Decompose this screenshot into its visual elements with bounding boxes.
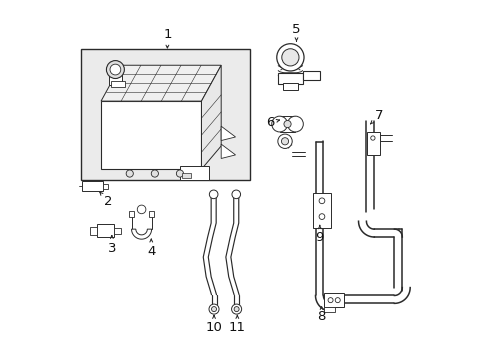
Circle shape xyxy=(211,307,216,312)
Circle shape xyxy=(327,298,332,303)
Circle shape xyxy=(281,138,288,145)
Bar xyxy=(324,293,343,307)
Polygon shape xyxy=(101,65,221,101)
Circle shape xyxy=(231,304,241,314)
Bar xyxy=(81,49,249,180)
Circle shape xyxy=(106,60,124,78)
Text: 5: 5 xyxy=(292,23,300,36)
Circle shape xyxy=(126,170,133,177)
Circle shape xyxy=(231,190,240,199)
Circle shape xyxy=(370,136,374,140)
Circle shape xyxy=(277,134,292,148)
Text: 10: 10 xyxy=(205,321,222,334)
Bar xyxy=(103,184,107,189)
Text: 2: 2 xyxy=(104,195,112,208)
Polygon shape xyxy=(221,144,235,158)
Bar xyxy=(149,211,153,217)
Text: 7: 7 xyxy=(374,109,383,122)
Text: 4: 4 xyxy=(147,245,155,258)
Bar xyxy=(111,81,125,87)
Circle shape xyxy=(281,49,298,66)
Text: 6: 6 xyxy=(265,116,274,129)
Bar xyxy=(101,101,201,169)
Circle shape xyxy=(209,190,218,199)
Text: 11: 11 xyxy=(228,321,245,334)
Polygon shape xyxy=(131,229,151,239)
Circle shape xyxy=(276,44,304,71)
Text: 1: 1 xyxy=(163,28,171,41)
Bar xyxy=(129,211,133,217)
Polygon shape xyxy=(221,126,235,140)
Circle shape xyxy=(335,298,340,303)
Bar xyxy=(182,173,190,178)
Polygon shape xyxy=(201,65,221,169)
Circle shape xyxy=(319,214,324,220)
Bar xyxy=(366,132,379,155)
Circle shape xyxy=(284,121,290,128)
Bar xyxy=(180,166,208,180)
Circle shape xyxy=(151,170,158,177)
Circle shape xyxy=(319,198,324,204)
Circle shape xyxy=(110,64,121,75)
Text: 9: 9 xyxy=(315,231,324,244)
Bar xyxy=(283,83,297,90)
Bar xyxy=(90,226,97,234)
Bar xyxy=(82,181,103,192)
Circle shape xyxy=(287,116,303,132)
Bar xyxy=(109,72,122,85)
Circle shape xyxy=(176,170,183,177)
Bar xyxy=(278,73,302,84)
Circle shape xyxy=(271,116,287,132)
Polygon shape xyxy=(279,116,295,132)
Circle shape xyxy=(208,304,219,314)
Bar xyxy=(302,71,319,80)
Bar xyxy=(114,228,121,234)
Text: 3: 3 xyxy=(107,242,116,255)
Circle shape xyxy=(234,307,239,312)
Text: 8: 8 xyxy=(317,310,325,324)
Bar xyxy=(324,307,334,312)
Circle shape xyxy=(137,205,145,214)
Bar xyxy=(313,193,330,228)
Bar xyxy=(97,224,114,237)
